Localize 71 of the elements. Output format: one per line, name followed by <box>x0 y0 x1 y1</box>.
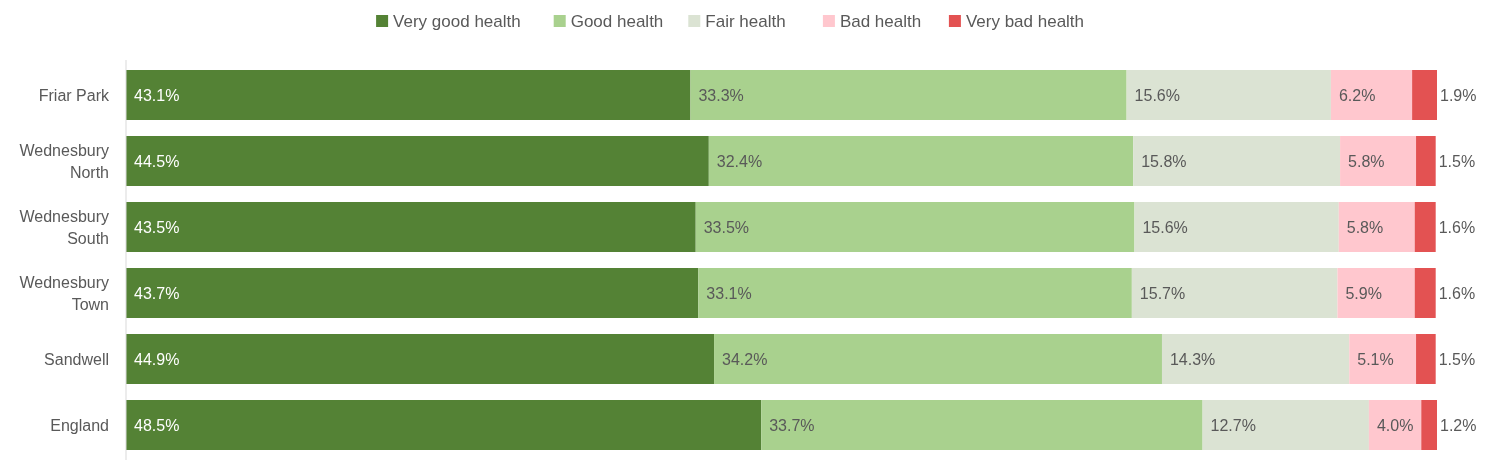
data-label: 15.8% <box>1141 152 1187 170</box>
bar <box>126 70 691 120</box>
bar <box>1338 202 1415 252</box>
data-label: 14.3% <box>1169 350 1216 368</box>
bar <box>1349 334 1417 384</box>
legend-label: Good health <box>570 11 664 31</box>
bar <box>1126 70 1331 120</box>
y-tick-label: Wednesbury North <box>19 141 109 181</box>
bar <box>126 334 715 384</box>
bar <box>1416 334 1436 384</box>
data-label: 1.6% <box>1438 284 1476 302</box>
data-label: 12.7% <box>1210 416 1256 434</box>
bar <box>698 268 1132 318</box>
data-label: 43.7% <box>134 284 180 302</box>
data-label: 5.8% <box>1348 152 1385 170</box>
data-label: 5.8% <box>1346 218 1384 236</box>
bar <box>1330 70 1413 120</box>
data-label: 43.1% <box>134 86 180 104</box>
data-label: 33.7% <box>769 416 815 434</box>
data-label: 15.7% <box>1139 284 1186 302</box>
legend-label: Very good health <box>393 11 521 31</box>
data-label: 1.5% <box>1438 152 1476 170</box>
bar <box>1202 400 1369 450</box>
data-label: 15.6% <box>1134 86 1180 104</box>
bar <box>1131 268 1338 318</box>
bar <box>126 136 709 186</box>
legend-label: Very bad health <box>965 11 1085 31</box>
bar <box>1133 136 1341 186</box>
data-label: 48.5% <box>134 416 180 434</box>
bar <box>761 400 1203 450</box>
data-label: 32.4% <box>716 152 763 170</box>
data-label: 1.2% <box>1440 416 1477 434</box>
bar <box>714 334 1162 384</box>
data-label: 5.1% <box>1357 350 1394 368</box>
bar <box>1414 268 1436 318</box>
legend-label: Fair health <box>705 11 786 31</box>
y-tick-label: Sandwell <box>44 350 109 368</box>
legend-label: Bad health <box>839 11 922 31</box>
bar <box>1421 400 1437 450</box>
bar <box>1416 136 1436 186</box>
bar <box>1414 202 1436 252</box>
data-label: 15.6% <box>1142 218 1188 236</box>
bar <box>1337 268 1415 318</box>
data-label: 33.3% <box>698 86 744 104</box>
data-label: 5.9% <box>1345 284 1382 302</box>
y-tick-label: Wednesbury South <box>19 207 109 247</box>
data-label: 44.9% <box>134 350 180 368</box>
data-label: 6.2% <box>1338 86 1376 104</box>
y-tick-label: England <box>50 416 109 434</box>
bar <box>1368 400 1422 450</box>
data-label: 1.9% <box>1440 86 1477 104</box>
bar <box>1134 202 1339 252</box>
bar <box>1412 70 1437 120</box>
bar <box>126 202 696 252</box>
bar <box>1161 334 1350 384</box>
bar <box>690 70 1127 120</box>
data-label: 34.2% <box>722 350 768 368</box>
y-tick-label: Wednesbury Town <box>19 273 109 313</box>
y-tick-label: Friar Park <box>38 86 110 104</box>
data-label: 4.0% <box>1376 416 1414 434</box>
bar <box>695 202 1135 252</box>
bar <box>126 400 762 450</box>
data-label: 33.5% <box>703 218 750 236</box>
bar <box>708 136 1134 186</box>
data-label: 1.6% <box>1438 218 1476 236</box>
bar <box>126 268 699 318</box>
data-label: 43.5% <box>134 218 180 236</box>
bar <box>1340 136 1417 186</box>
data-label: 1.5% <box>1438 350 1476 368</box>
data-label: 44.5% <box>134 152 180 170</box>
data-label: 33.1% <box>706 284 752 302</box>
